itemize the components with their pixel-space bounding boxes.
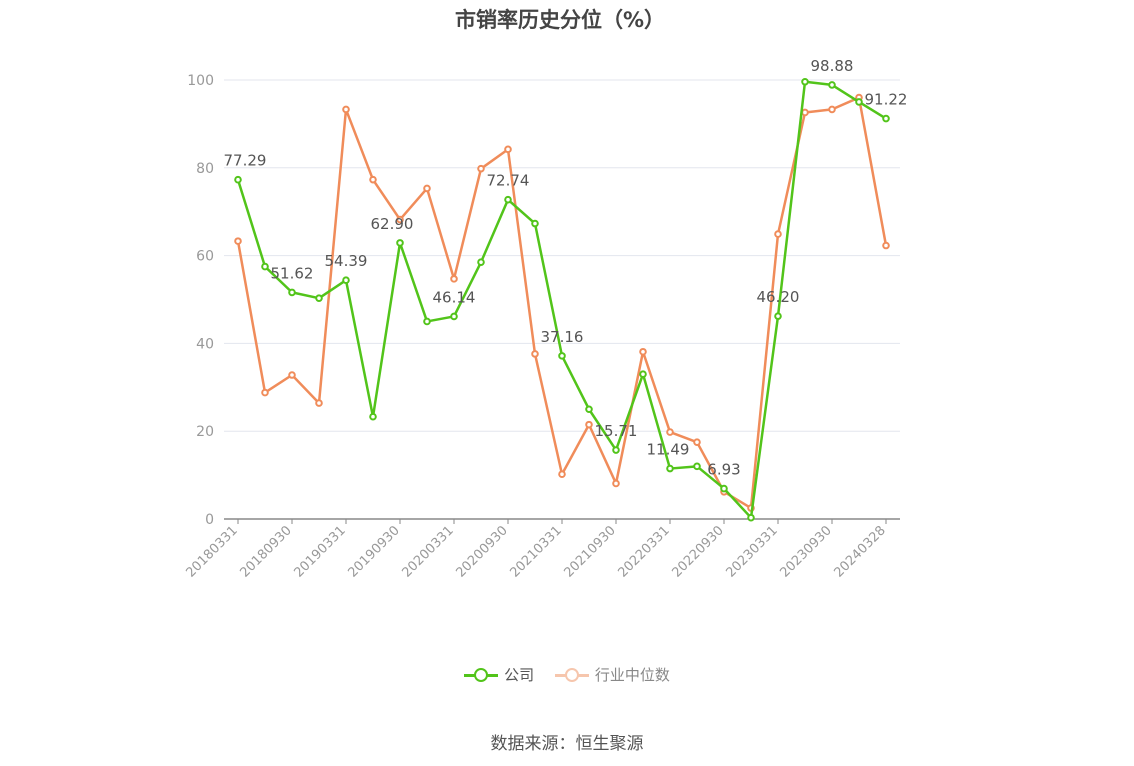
data-point-industry — [828, 105, 836, 114]
x-tick-label: 20230930 — [777, 523, 834, 580]
data-point-company — [720, 484, 728, 493]
x-tick-label: 20180331 — [183, 523, 240, 580]
x-tick-label: 20200331 — [399, 523, 456, 580]
data-point-industry — [585, 420, 593, 429]
data-point-company — [369, 412, 377, 421]
data-point-company — [396, 239, 404, 247]
data-point-company — [774, 312, 782, 320]
data-label: 91.22 — [865, 91, 908, 109]
x-tick-label: 20210930 — [561, 523, 618, 580]
x-tick-label: 20220930 — [669, 523, 726, 580]
data-point-company — [639, 370, 647, 378]
data-point-industry — [531, 350, 539, 358]
data-point-company — [558, 352, 566, 360]
data-point-industry — [261, 388, 269, 397]
data-point-company — [666, 464, 674, 473]
y-tick-label: 80 — [196, 161, 214, 177]
data-point-industry — [774, 230, 782, 238]
data-label: 54.39 — [325, 252, 368, 270]
data-point-industry — [558, 470, 566, 479]
data-label: 98.88 — [811, 57, 854, 75]
data-point-industry — [423, 184, 431, 193]
data-label: 15.71 — [595, 422, 638, 440]
data-point-industry — [801, 108, 809, 117]
data-point-company — [288, 288, 296, 297]
legend-item-industry[interactable]: 行业中位数 — [554, 664, 670, 685]
data-point-company — [315, 294, 323, 302]
data-point-industry — [882, 241, 890, 250]
data-point-industry — [234, 237, 242, 245]
data-point-company — [801, 77, 809, 86]
x-tick-label: 20180930 — [237, 523, 294, 580]
x-tick-label: 20220331 — [615, 523, 672, 580]
data-point-company — [693, 462, 701, 471]
data-label: 72.74 — [487, 172, 530, 190]
x-tick-label: 20190331 — [291, 523, 348, 580]
data-point-industry — [369, 175, 377, 184]
data-point-industry — [450, 275, 458, 283]
data-point-company — [855, 98, 863, 106]
data-point-industry — [693, 438, 701, 446]
legend-label-company: 公司 — [504, 666, 535, 684]
data-label: 46.20 — [757, 288, 800, 306]
data-point-industry — [342, 105, 350, 114]
data-point-industry — [396, 215, 404, 224]
x-tick-label: 20190930 — [345, 523, 402, 580]
data-point-company — [882, 114, 890, 123]
data-point-company — [828, 81, 836, 89]
data-point-company — [342, 276, 350, 285]
data-point-industry — [477, 164, 485, 173]
data-point-company — [585, 405, 593, 414]
data-label: 37.16 — [541, 328, 584, 346]
y-tick-label: 60 — [196, 249, 214, 265]
y-tick-label: 100 — [187, 73, 214, 89]
data-point-company — [504, 195, 512, 204]
data-point-company — [450, 312, 458, 321]
data-label: 62.90 — [371, 215, 414, 233]
data-point-industry — [504, 145, 512, 154]
data-point-company — [423, 317, 431, 326]
x-tick-label: 20200930 — [453, 523, 510, 580]
data-point-company — [747, 513, 755, 522]
data-point-industry — [612, 479, 620, 488]
data-label: 6.93 — [707, 461, 740, 479]
y-tick-label: 40 — [196, 336, 214, 352]
chart-title: 市销率历史分位（%） — [454, 8, 666, 32]
y-tick-label: 0 — [205, 512, 214, 528]
data-point-company — [477, 258, 485, 266]
data-point-company — [531, 219, 539, 228]
legend-swatch-industry — [554, 665, 589, 685]
data-point-industry — [639, 347, 647, 356]
legend: 公司 行业中位数 — [0, 664, 1134, 689]
x-tick-label: 20240328 — [831, 523, 888, 580]
y-tick-label: 20 — [196, 424, 214, 440]
data-source-note: 数据来源：恒生聚源 — [490, 734, 644, 754]
data-point-industry — [315, 399, 323, 407]
x-tick-label: 20230331 — [723, 523, 780, 580]
legend-swatch-company — [464, 665, 499, 685]
data-point-company — [234, 175, 242, 184]
data-point-industry — [288, 371, 296, 379]
data-label: 46.14 — [433, 288, 476, 306]
data-label: 77.29 — [224, 152, 267, 170]
data-point-company — [612, 446, 620, 454]
legend-item-company[interactable]: 公司 — [464, 664, 534, 685]
data-label: 11.49 — [647, 441, 690, 459]
data-label: 51.62 — [271, 264, 314, 282]
x-tick-label: 20210331 — [507, 523, 564, 580]
data-point-company — [261, 262, 269, 271]
data-point-industry — [666, 428, 674, 436]
legend-label-industry: 行业中位数 — [594, 666, 670, 684]
